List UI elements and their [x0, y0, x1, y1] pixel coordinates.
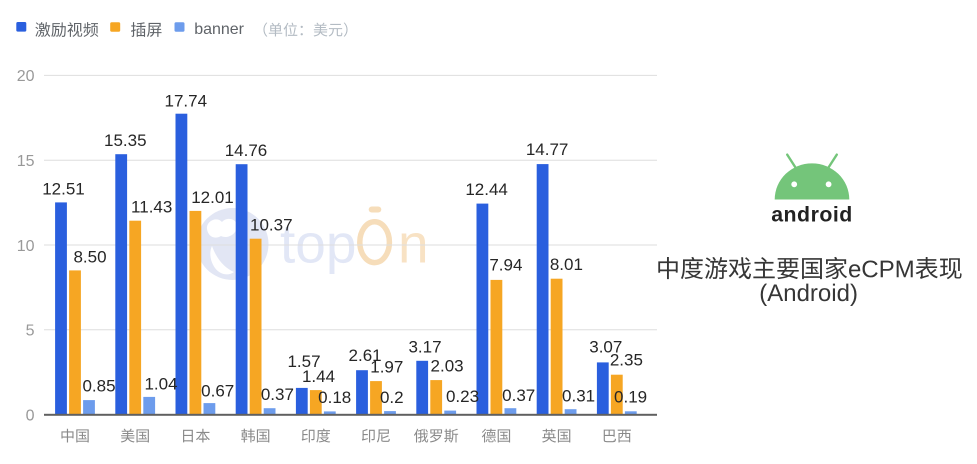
- svg-text:0.2: 0.2: [380, 388, 404, 407]
- svg-text:12.44: 12.44: [465, 180, 508, 199]
- svg-text:n: n: [398, 213, 429, 275]
- svg-text:17.74: 17.74: [165, 92, 208, 111]
- svg-text:3.17: 3.17: [408, 337, 441, 356]
- svg-text:1.57: 1.57: [287, 352, 320, 371]
- svg-text:0: 0: [26, 407, 35, 424]
- svg-text:8.01: 8.01: [550, 255, 583, 274]
- svg-text:12.51: 12.51: [42, 179, 85, 198]
- svg-text:0.85: 0.85: [82, 377, 115, 396]
- svg-text:2.35: 2.35: [610, 351, 643, 370]
- svg-text:3.07: 3.07: [589, 338, 622, 357]
- svg-text:0.67: 0.67: [201, 382, 234, 401]
- svg-text:15: 15: [17, 153, 35, 170]
- svg-text:5: 5: [26, 323, 35, 340]
- svg-text:14.76: 14.76: [225, 141, 268, 160]
- svg-text:0.37: 0.37: [261, 385, 294, 404]
- svg-text:0.19: 0.19: [614, 388, 647, 407]
- svg-text:0.37: 0.37: [502, 386, 535, 405]
- svg-text:1.97: 1.97: [370, 358, 403, 377]
- svg-text:12.01: 12.01: [191, 188, 234, 207]
- svg-text:11.43: 11.43: [131, 198, 172, 217]
- svg-text:15.35: 15.35: [104, 131, 147, 150]
- svg-text:banner: banner: [194, 21, 244, 38]
- svg-text:top: top: [280, 213, 356, 275]
- svg-text:14.77: 14.77: [526, 140, 569, 159]
- svg-text:7.94: 7.94: [489, 256, 522, 275]
- svg-text:10: 10: [17, 238, 35, 255]
- svg-text:0.18: 0.18: [318, 388, 351, 407]
- svg-text:10.37: 10.37: [250, 216, 293, 235]
- svg-text:android: android: [771, 203, 853, 227]
- svg-text:8.50: 8.50: [73, 247, 106, 266]
- svg-text:2.03: 2.03: [431, 357, 464, 376]
- svg-text:0.23: 0.23: [446, 387, 479, 406]
- svg-text:20: 20: [17, 68, 35, 85]
- svg-text:1.04: 1.04: [144, 375, 177, 394]
- svg-text:0.31: 0.31: [562, 387, 595, 406]
- svg-text:2.61: 2.61: [349, 346, 382, 365]
- svg-text:1.44: 1.44: [302, 367, 335, 386]
